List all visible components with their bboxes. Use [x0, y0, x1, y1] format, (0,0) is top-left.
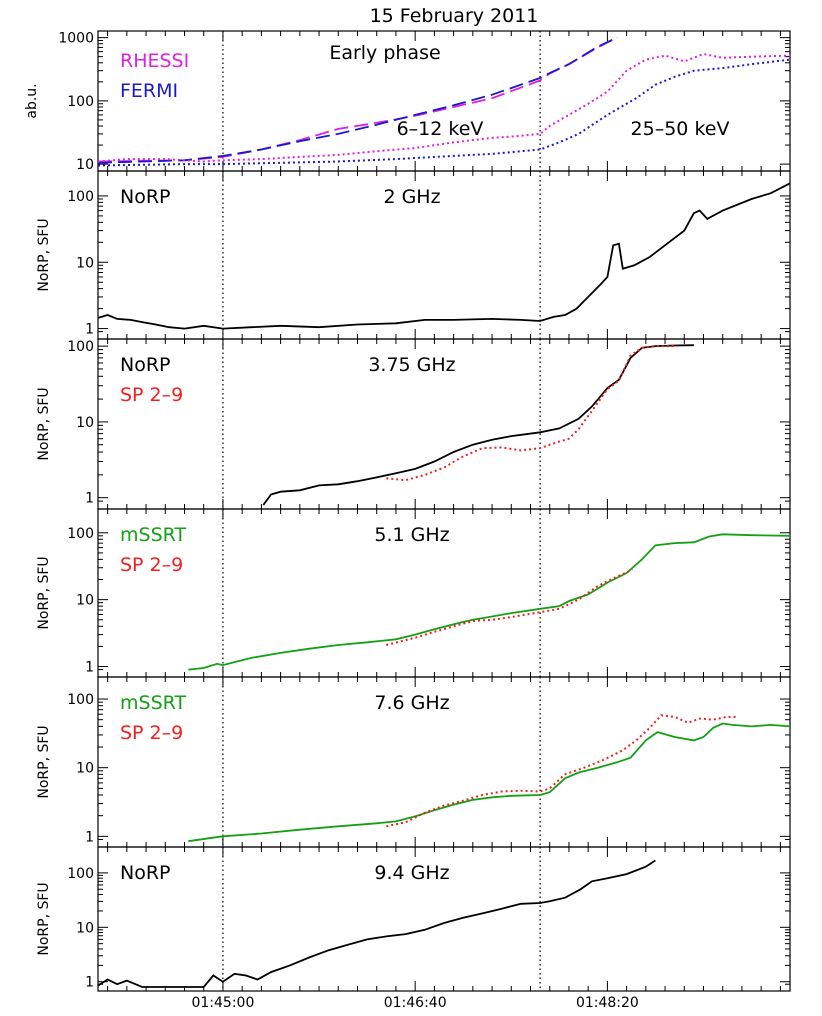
series-line-norp: [262, 344, 694, 506]
panel-title: 7.6 GHz: [374, 692, 449, 714]
panel-title: 2 GHz: [383, 186, 440, 208]
series-line-norp: [98, 182, 790, 330]
panel-title: 3.75 GHz: [368, 354, 455, 376]
panel-f375: 1 10 100 NoRP, SFU 3.75 GHz NoRP SP 2–9: [36, 338, 791, 510]
series-line-rhessi-25-50-kev: [98, 52, 790, 163]
y-axis-label: NoRP, SFU: [36, 387, 52, 460]
y-tick-label: 1: [85, 829, 94, 845]
y-tick-label: 100: [67, 339, 94, 355]
figure-title: 15 February 2011: [370, 5, 539, 27]
series-line-sp-2-9: [386, 714, 739, 828]
legend-entry: FERMI: [120, 80, 178, 102]
panel-frame: [97, 170, 791, 340]
series-line-mssrt: [188, 533, 790, 671]
y-tick-label: 1000: [58, 31, 94, 47]
band-annotation: 25–50 keV: [631, 118, 730, 140]
panel-title: Early phase: [329, 42, 440, 64]
y-tick-label: 10: [76, 761, 94, 777]
y-tick-label: 10: [76, 593, 94, 609]
panel-f76: 1 10 100 NoRP, SFU 7.6 GHz mSSRT SP 2–9: [36, 676, 791, 848]
y-tick-label: 1: [85, 975, 94, 991]
y-tick-label: 10: [76, 415, 94, 431]
legend-entry: mSSRT: [120, 524, 186, 546]
y-tick-label: 1: [85, 660, 94, 676]
band-annotation: 6–12 keV: [397, 118, 484, 140]
y-tick-label: 1: [85, 322, 94, 338]
panel-title: 5.1 GHz: [374, 524, 449, 546]
legend-entry: NoRP: [120, 354, 171, 376]
panel-frame: [97, 30, 791, 172]
y-tick-label: 10: [76, 920, 94, 936]
legend-entry: SP 2–9: [120, 722, 183, 744]
panel-f2: 1 10 100 NoRP, SFU 2 GHz NoRP: [36, 170, 791, 340]
y-tick-label: 100: [67, 526, 94, 542]
legend-entry: NoRP: [120, 862, 171, 884]
legend-entry: SP 2–9: [120, 384, 183, 406]
series-line-norp: [98, 859, 656, 988]
x-tick-label: 01:46:40: [384, 995, 447, 1011]
y-axis-label: NoRP, SFU: [36, 725, 52, 798]
panel-f51: 1 10 100 NoRP, SFU 5.1 GHz mSSRT SP 2–9: [36, 508, 791, 678]
y-axis-label: ab.u.: [24, 83, 40, 118]
y-tick-label: 100: [67, 189, 94, 205]
x-tick-label: 01:48:20: [576, 995, 639, 1011]
panel-frame: [97, 846, 791, 992]
x-tick-label: 01:45:00: [191, 995, 254, 1011]
y-tick-label: 100: [67, 94, 94, 110]
y-axis-label: NoRP, SFU: [36, 556, 52, 629]
legend-entry: SP 2–9: [120, 554, 183, 576]
series-line-mssrt: [188, 722, 790, 843]
legend-entry: mSSRT: [120, 692, 186, 714]
y-tick-label: 10: [76, 157, 94, 173]
series-line-sp-2-9: [386, 345, 675, 482]
series-line-fermi-6-12-kev: [98, 36, 618, 164]
panel-xray: 10 100 1000 ab.u. Early phase RHESSI FERMI 6–12…: [24, 30, 791, 173]
y-tick-label: 10: [76, 255, 94, 271]
legend-entry: RHESSI: [120, 50, 189, 72]
y-tick-label: 1: [85, 491, 94, 507]
series-line-sp-2-9: [386, 568, 633, 646]
y-axis-label: NoRP, SFU: [36, 218, 52, 291]
series-line-fermi-25-50-kev: [98, 58, 790, 167]
panel-title: 9.4 GHz: [374, 862, 449, 884]
panel-f94: 1 10 100 NoRP, SFU 9.4 GHz NoRP: [36, 846, 791, 992]
legend-entry: NoRP: [120, 186, 171, 208]
y-tick-label: 100: [67, 692, 94, 708]
y-axis-label: NoRP, SFU: [36, 882, 52, 955]
y-tick-label: 100: [67, 866, 94, 882]
